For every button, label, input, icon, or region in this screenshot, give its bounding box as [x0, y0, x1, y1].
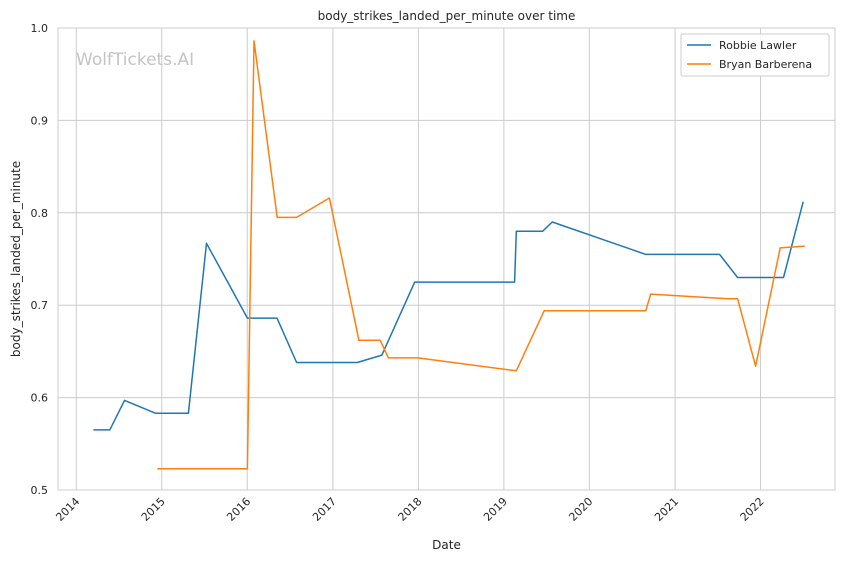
legend-label-robbie-lawler: Robbie Lawler [719, 39, 797, 52]
y-tick-label: 0.9 [31, 114, 49, 127]
y-tick-label: 1.0 [31, 22, 49, 35]
series-lines [93, 40, 805, 470]
x-tick-label: 2022 [738, 495, 767, 524]
series-line-bryan-barberena [157, 40, 805, 470]
y-tick-label: 0.6 [31, 392, 49, 405]
x-tick-label: 2020 [566, 495, 595, 524]
series-line-robbie-lawler [93, 201, 804, 431]
chart-title: body_strikes_landed_per_minute over time [318, 9, 576, 23]
x-axis-label: Date [432, 538, 461, 552]
plot-area [57, 27, 836, 491]
x-tick-label: 2016 [224, 495, 253, 524]
grid-lines [58, 27, 835, 491]
x-tick-label: 2018 [396, 495, 425, 524]
x-tick-label: 2015 [139, 495, 168, 524]
y-axis-label: body_strikes_landed_per_minute [9, 161, 23, 357]
y-tick-label: 0.8 [31, 207, 49, 220]
watermark-text: WolfTickets.AI [76, 50, 194, 70]
y-axis-ticks: 0.5 0.6 0.7 0.8 0.9 1.0 [31, 22, 49, 497]
legend-label-bryan-barberena: Bryan Barberena [719, 58, 812, 71]
legend: Robbie Lawler Bryan Barberena [680, 33, 830, 77]
x-tick-label: 2019 [481, 495, 510, 524]
x-tick-label: 2017 [310, 495, 339, 524]
y-tick-label: 0.5 [31, 484, 49, 497]
x-tick-label: 2021 [652, 495, 681, 524]
x-tick-label: 2014 [53, 495, 82, 524]
y-tick-label: 0.7 [31, 299, 49, 312]
x-axis-ticks: 2014 2015 2016 2017 2018 2019 2020 2021 2022 [53, 495, 766, 524]
legend-box [680, 33, 830, 77]
